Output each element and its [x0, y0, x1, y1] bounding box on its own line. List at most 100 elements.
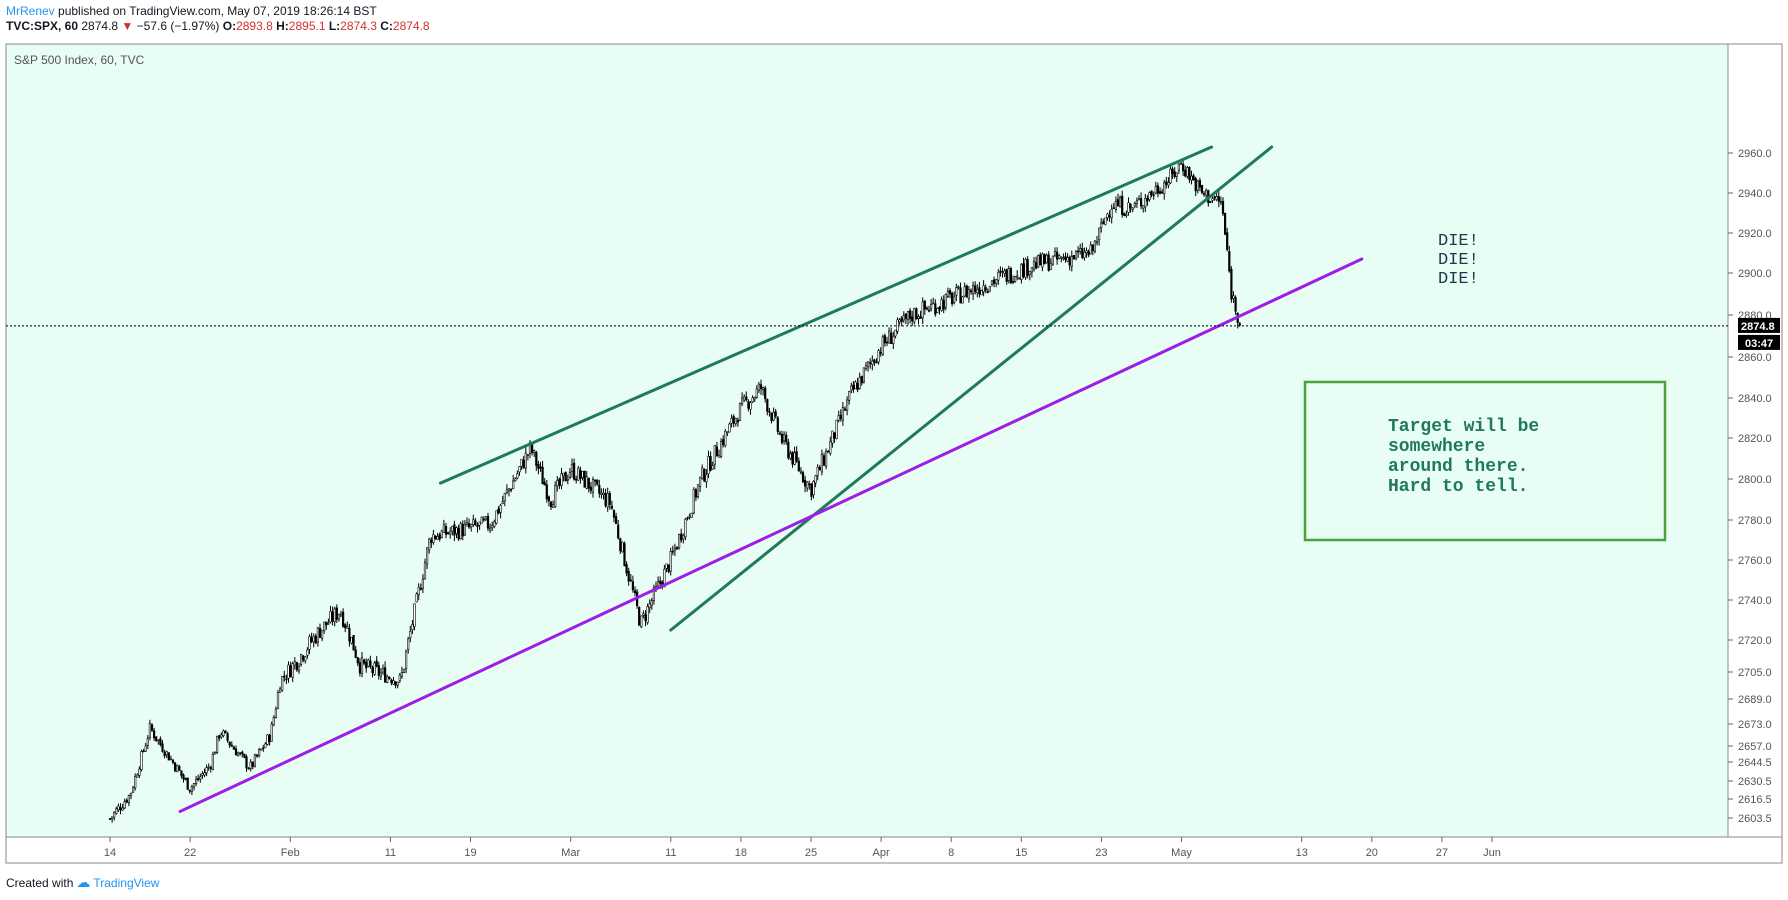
candle: [289, 661, 292, 678]
candle: [719, 438, 723, 459]
candle: [335, 604, 338, 624]
candle: [1158, 187, 1162, 195]
candle: [337, 613, 341, 622]
candle: [453, 520, 456, 542]
candle: [1144, 193, 1147, 213]
candle: [386, 674, 389, 684]
candle: [707, 450, 710, 479]
candle: [978, 282, 981, 298]
candle: [1200, 184, 1204, 195]
candle: [1137, 195, 1141, 201]
candle: [1045, 253, 1048, 264]
die-annotation[interactable]: DIE!DIE!DIE!: [1438, 232, 1479, 289]
close-label: C:: [380, 19, 393, 33]
y-tick-label: 2673.0: [1738, 719, 1772, 731]
candle: [551, 500, 555, 508]
candle: [596, 479, 599, 486]
candle: [822, 452, 826, 467]
candle: [999, 266, 1002, 277]
trendline-channel-lower[interactable]: [669, 145, 1274, 632]
tradingview-link[interactable]: TradingView: [93, 875, 160, 890]
candle: [621, 541, 624, 553]
trendline-support[interactable]: [178, 257, 1364, 813]
last-price-badge-text: 2874.8: [1741, 321, 1775, 333]
x-tick-label: 13: [1296, 847, 1308, 859]
candle: [478, 521, 481, 531]
candle: [230, 741, 233, 747]
candle: [1098, 227, 1101, 246]
candle: [1135, 197, 1138, 208]
candle: [816, 464, 819, 481]
candle: [705, 469, 708, 488]
y-tick-label: 2960.0: [1738, 148, 1772, 160]
x-tick-label: Feb: [281, 847, 300, 859]
candle: [1053, 247, 1057, 258]
y-tick-label: 2644.5: [1738, 757, 1772, 769]
candle: [717, 449, 721, 458]
candle: [1171, 166, 1174, 179]
candle: [568, 468, 571, 480]
candle: [1114, 196, 1117, 213]
chart-title: S&P 500 Index, 60, TVC: [14, 53, 145, 67]
candle: [913, 307, 916, 325]
candle: [199, 773, 202, 783]
candle: [606, 487, 609, 512]
candle: [995, 278, 998, 288]
candle: [761, 386, 765, 396]
candle: [1116, 193, 1120, 207]
candle: [520, 458, 523, 470]
candle: [663, 564, 666, 588]
candle: [153, 727, 156, 741]
y-tick-label: 2840.0: [1738, 393, 1772, 405]
candle: [1154, 181, 1157, 195]
price-axis[interactable]: [1727, 43, 1783, 838]
y-tick-label: 2820.0: [1738, 433, 1772, 445]
candle: [1161, 188, 1164, 194]
plot-area[interactable]: [5, 43, 1729, 838]
candle: [684, 517, 687, 541]
candle: [648, 599, 651, 614]
candle: [1119, 195, 1122, 208]
x-tick-label: 11: [665, 847, 676, 859]
candle: [562, 472, 565, 482]
candle: [795, 446, 798, 463]
candle: [186, 777, 189, 790]
target-box[interactable]: [1303, 380, 1667, 542]
candle: [1100, 218, 1103, 233]
candle: [293, 657, 296, 670]
tradingview-logo-icon: ☁: [76, 874, 91, 890]
candle: [633, 586, 637, 597]
candle: [161, 740, 164, 753]
candle: [898, 318, 901, 325]
candle: [694, 487, 697, 502]
candle: [398, 673, 401, 684]
candle: [226, 731, 229, 743]
candle: [799, 467, 802, 475]
candle: [260, 748, 263, 751]
candle: [803, 475, 807, 493]
candle: [1095, 235, 1099, 246]
candle: [167, 752, 170, 761]
published-text: published on TradingView.com, May 07, 20…: [58, 4, 377, 18]
time-axis[interactable]: [5, 836, 1783, 864]
candle: [915, 307, 918, 320]
candle: [1192, 173, 1195, 181]
candle: [1022, 257, 1025, 279]
candle: [499, 503, 502, 519]
x-tick-label: 23: [1095, 847, 1107, 859]
candle: [749, 401, 752, 415]
candle: [425, 547, 429, 569]
candle: [751, 395, 754, 404]
trendline-channel-upper[interactable]: [438, 145, 1214, 485]
candle: [927, 305, 931, 313]
candle: [1165, 176, 1168, 189]
candle: [541, 460, 544, 485]
candle: [602, 488, 605, 500]
candle: [320, 629, 324, 642]
candle: [362, 658, 366, 666]
candle: [134, 773, 137, 791]
candle: [1131, 207, 1134, 213]
author-link[interactable]: MrRenev: [6, 4, 55, 18]
candle: [474, 518, 477, 526]
